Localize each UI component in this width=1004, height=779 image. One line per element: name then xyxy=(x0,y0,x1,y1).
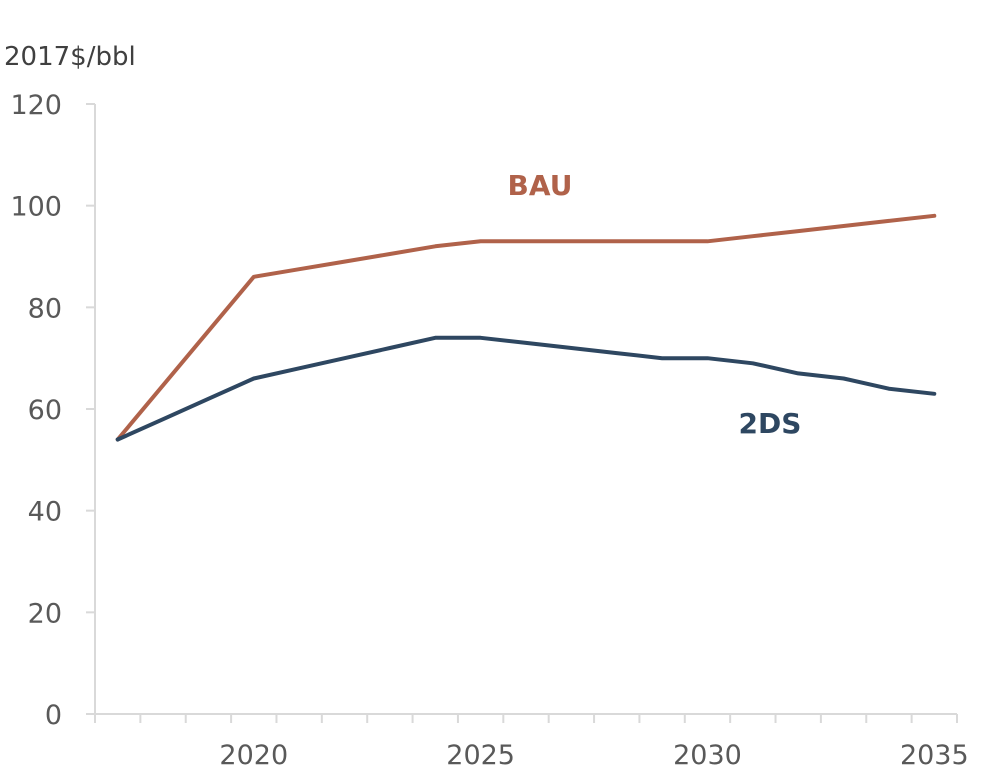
y-tick-label: 100 xyxy=(10,192,62,223)
x-tick-label: 2030 xyxy=(673,740,742,771)
x-tick-label: 2025 xyxy=(446,740,515,771)
series-line-bau xyxy=(115,213,937,442)
y-tick-label: 20 xyxy=(28,598,62,629)
y-tick-label: 80 xyxy=(28,293,62,324)
tick-labels: 0 20 40 60 80 100 120 2020 2025 2030 2035 xyxy=(10,90,968,771)
series-labels: BAU 2DS xyxy=(508,169,802,440)
y-tick-label: 0 xyxy=(45,700,62,731)
series-lines xyxy=(115,213,937,442)
series-label-bau: BAU xyxy=(508,169,573,202)
axes xyxy=(86,103,958,723)
y-tick-label: 120 xyxy=(10,90,62,121)
x-tick-label: 2020 xyxy=(219,740,288,771)
y-tick-label: 60 xyxy=(28,395,62,426)
y-axis-unit-label: 2017$/bbl xyxy=(4,42,136,72)
series-line-2ds xyxy=(115,335,937,442)
series-label-2ds: 2DS xyxy=(739,407,802,440)
x-tick-label: 2035 xyxy=(900,740,969,771)
y-tick-label: 40 xyxy=(28,497,62,528)
